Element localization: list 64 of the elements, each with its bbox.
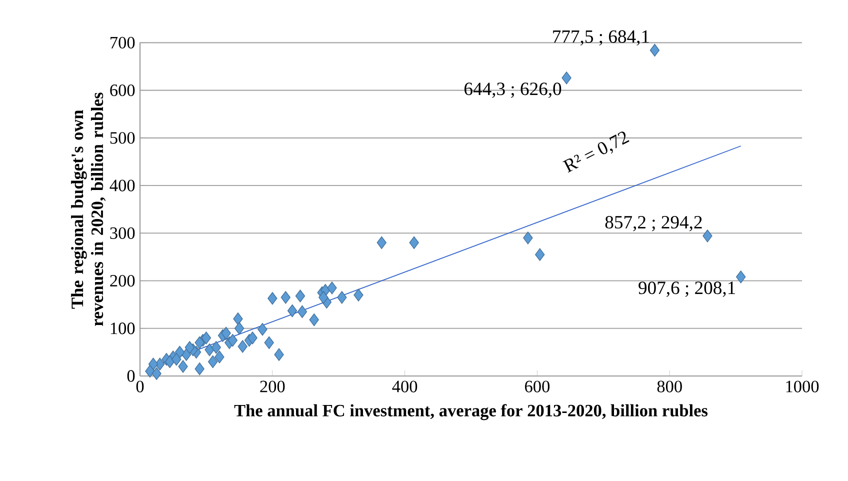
x-tick-label: 800 [657,380,682,392]
point [295,290,306,302]
point [184,341,194,354]
annotation: 907,6 ; 208,1 [638,282,736,297]
point [194,362,204,376]
point [174,346,185,359]
point [274,348,284,361]
point [234,322,244,335]
point [535,248,545,261]
point [208,355,218,368]
point [264,336,274,349]
y-tick-label: 300 [110,227,135,239]
point [297,305,308,318]
point [702,230,712,242]
point [562,72,572,84]
point [238,340,248,353]
point [409,236,419,249]
point [280,291,290,304]
point [650,44,660,57]
point [164,355,175,368]
point [211,341,221,354]
point [228,334,238,347]
point [214,350,224,364]
x-tick-label: 400 [392,380,418,392]
annotation: 644,3 ; 626,0 [464,82,562,98]
point [204,343,214,356]
annotation: R² = 0,72 [562,132,630,173]
point [376,236,386,249]
point [194,336,204,349]
point [178,360,188,373]
point [327,282,337,294]
x-axis-title: The annual FC investment, average for 2013-2020, billion rubles [234,404,708,420]
y-tick-label: 0 [127,370,135,382]
x-tick-label: 600 [525,380,550,392]
point [233,312,243,326]
point [318,291,328,304]
annotation: 777,5 ; 684,1 [553,30,649,46]
point [248,332,258,344]
point [309,313,319,326]
x-tick-label: 1000 [786,380,819,392]
point [736,270,746,284]
point [172,353,182,366]
point [337,291,347,304]
point [155,358,165,370]
y-tick-label: 400 [110,180,135,192]
point [354,288,364,302]
point [148,358,158,370]
point [287,304,298,318]
y-tick-label: 100 [110,322,135,334]
point [258,323,268,336]
y-tick-label: 200 [110,274,135,287]
y-tick-label: 500 [110,132,135,144]
y-axis-title: The regional budget's own revenues in 2020, billion rubles [71,92,106,326]
point [221,326,231,340]
x-tick-label: 200 [260,380,285,392]
point [523,232,533,244]
point [145,364,155,378]
y-tick-label: 600 [110,84,135,96]
annotation: 857,2 ; 294,2 [605,216,702,232]
x-tick-label: 0 [136,380,144,392]
point [268,292,278,305]
y-tick-label: 700 [110,36,135,48]
point [201,332,212,344]
point [152,367,162,380]
